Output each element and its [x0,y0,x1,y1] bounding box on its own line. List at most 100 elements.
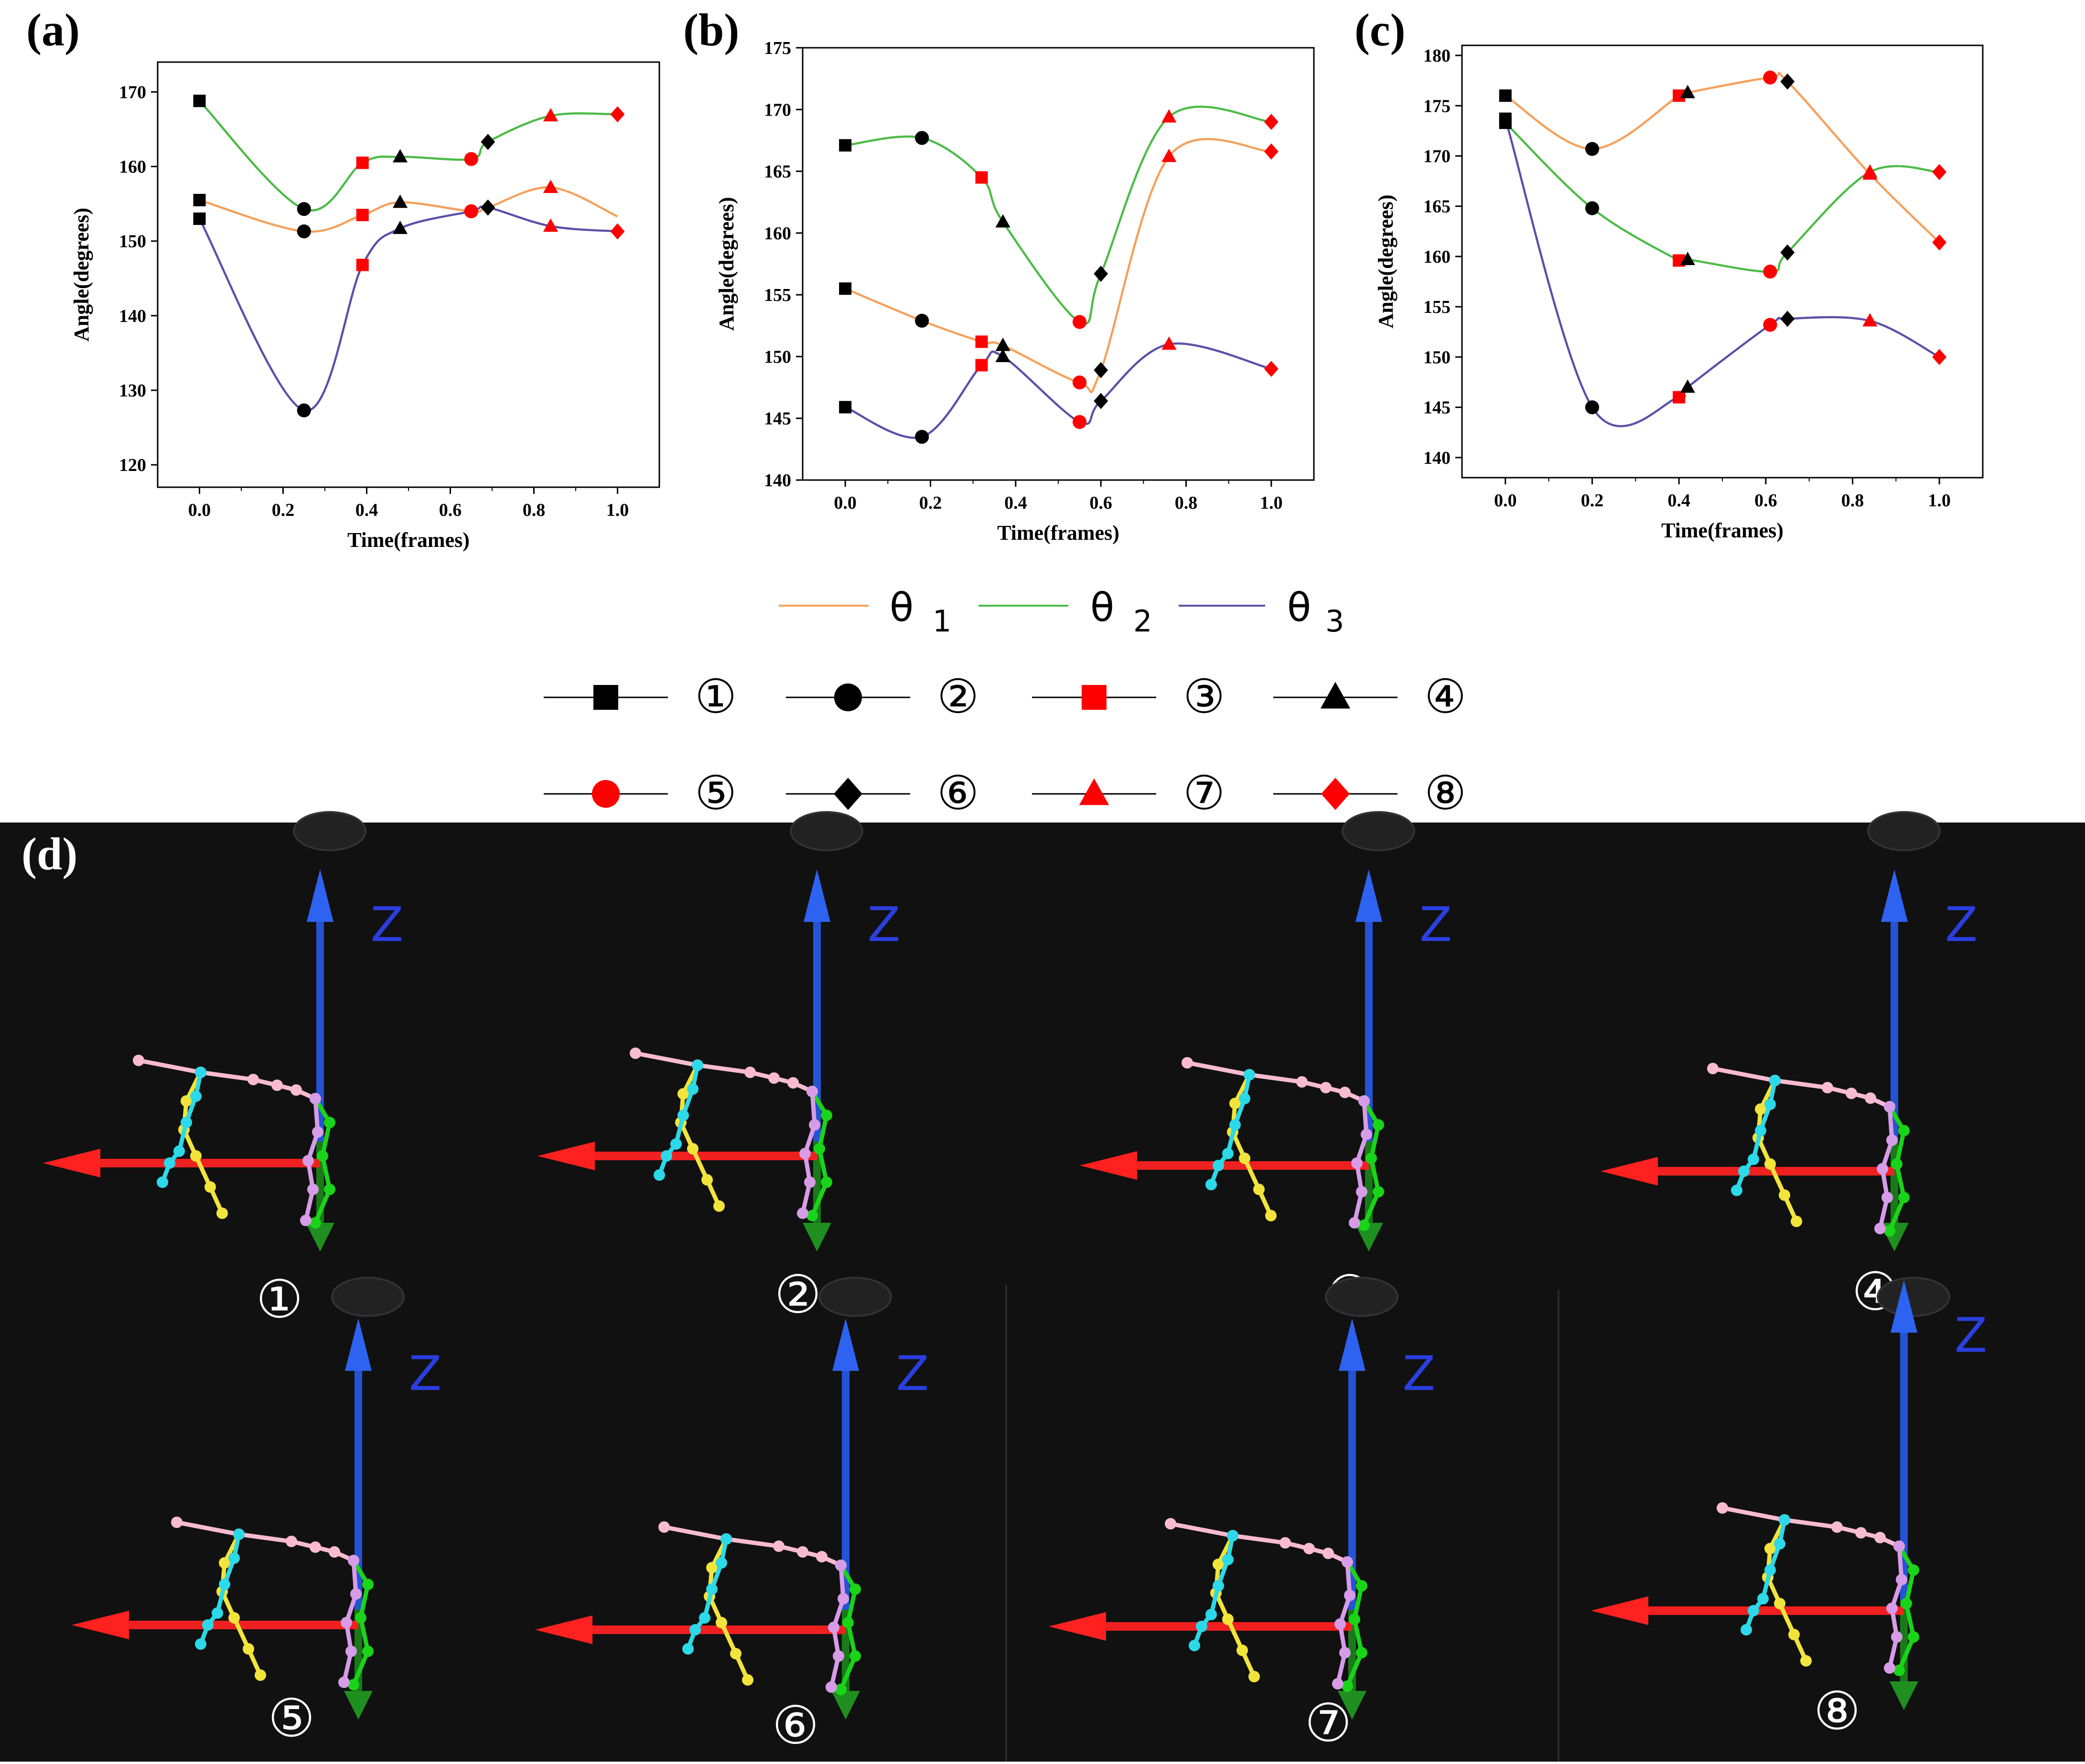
skeleton-joint [713,1200,725,1212]
legend-marker-1: ① [544,670,737,724]
legend-line-theta1: θ 1 [779,585,951,639]
skeleton-joint [157,1176,168,1188]
y-tick-label: 145 [1423,398,1451,418]
frame-number-label: ⑦ [1305,1692,1352,1753]
skeleton-joint [1865,1092,1876,1104]
data-point-θ2-2 [1585,201,1600,215]
legend-marker-5: ⑤ [544,766,737,821]
skeleton-joint [1361,1129,1372,1140]
z-axis-label: Z [371,897,404,952]
x-tick-label: 0.2 [919,493,942,513]
y-tick-label: 150 [764,347,791,367]
skeleton-joint [1222,1554,1234,1565]
data-point-θ3-8 [1932,349,1947,365]
skeleton-joint [806,1086,818,1097]
skeleton-joint [787,1077,799,1089]
legend-marker-8: ⑧ [1273,766,1466,821]
data-point-θ2-2 [915,131,929,145]
skeleton-joint [849,1583,861,1595]
z-axis-label: Z [896,1346,929,1401]
skeleton-joint [1755,1125,1766,1136]
skeleton-joint [1757,1593,1769,1604]
skeleton-joint [797,1208,808,1219]
skeleton-joint [1244,1069,1255,1080]
legend-marker-2: ② [786,670,979,724]
camera-icon [1325,1277,1398,1317]
skeleton-joint [324,1184,335,1195]
skeleton-joint [1884,1101,1895,1112]
skeleton-joint [682,1643,694,1655]
data-point-θ1-1 [1499,89,1512,102]
camera-icon [1342,811,1415,851]
z-axis-label: Z [409,1346,442,1401]
legend-marker-label: ① [695,670,737,724]
legend-marker-label: ⑥ [937,766,979,821]
skeleton-joint [345,1646,357,1657]
x-axis-arrowhead-icon [537,1142,595,1170]
skeleton-joint [1891,1158,1902,1170]
skeleton-joint [1893,1540,1905,1552]
skeleton-joint [1351,1157,1363,1169]
skeleton-joint [1342,1556,1353,1568]
y-axis-arrowhead-icon [344,1691,373,1720]
skeleton-joint [689,1624,701,1636]
chart-a: 0.0 0.2 0.4 0.6 0.8 1.0 120 130 140 150 160 170 Time… [70,61,660,552]
skeleton-joint [1356,1186,1367,1197]
skeleton-joint [828,1622,839,1633]
skeleton-joint [1779,1514,1790,1526]
x-axis-arrowhead-icon [1080,1151,1137,1180]
skeleton-joint [1755,1103,1766,1115]
data-point-θ3-8 [1264,361,1279,377]
data-point-θ2-3 [975,171,988,184]
skeleton-joint [302,1155,314,1166]
x-axis-title: Time(frames) [997,521,1119,545]
legend-marker-4: ④ [1273,670,1466,724]
skeleton-joint [849,1650,861,1662]
data-point-θ3-1 [1499,112,1512,125]
skeleton-joint [1342,1680,1353,1692]
skeleton-joint [1908,1631,1919,1643]
skeleton-joint [1303,1543,1315,1554]
x-tick-label: 0.0 [1494,491,1517,511]
skeleton-joint [190,1150,202,1162]
skeleton-joint [1296,1076,1308,1088]
skeleton-joint [658,1521,670,1533]
frame-number-label: ② [774,1264,822,1325]
legend-theta3-sub: 3 [1325,604,1344,639]
skeleton-joint [1236,1645,1248,1656]
skeleton-joint [768,1072,780,1084]
skeleton-joint [1213,1160,1224,1171]
y-tick-label: 160 [1423,247,1451,267]
skeleton-joint [1779,1189,1790,1201]
skeleton-joint [1182,1057,1193,1069]
frame-number-label: ① [256,1269,303,1330]
y-tick-label: 120 [119,455,146,475]
data-point-θ3-2 [297,403,311,417]
data-point-θ2-8 [1932,164,1947,181]
data-point-θ2-8 [610,106,625,123]
z-axis-arrowhead-icon [1355,869,1382,922]
skeleton-joint [1373,1186,1384,1197]
skeleton-joint [1884,1662,1895,1674]
skeleton-joint [317,1150,328,1162]
data-point-θ3-2 [1585,400,1600,415]
skeleton-joint [1229,1098,1241,1109]
skeleton-joint [195,1638,206,1650]
skeleton-joint [1822,1082,1833,1093]
skeleton-joint [1891,1631,1902,1643]
legend-line-theta3: θ 3 [1179,585,1344,639]
skeleton-joint [1349,1217,1360,1229]
skeleton-joint [173,1145,185,1157]
x-tick-label: 0.0 [188,500,211,520]
skeleton-joint [1874,1532,1886,1543]
skeleton-joint [1334,1618,1346,1630]
data-point-θ2-2 [297,202,311,216]
skeleton-joint [687,1083,699,1095]
data-point-θ2-3 [356,156,369,169]
frame-number-label: ⑥ [772,1695,819,1756]
data-point-θ3-8 [610,223,625,240]
skeleton-joint [341,1617,352,1628]
data-point-θ2-4 [392,149,408,162]
